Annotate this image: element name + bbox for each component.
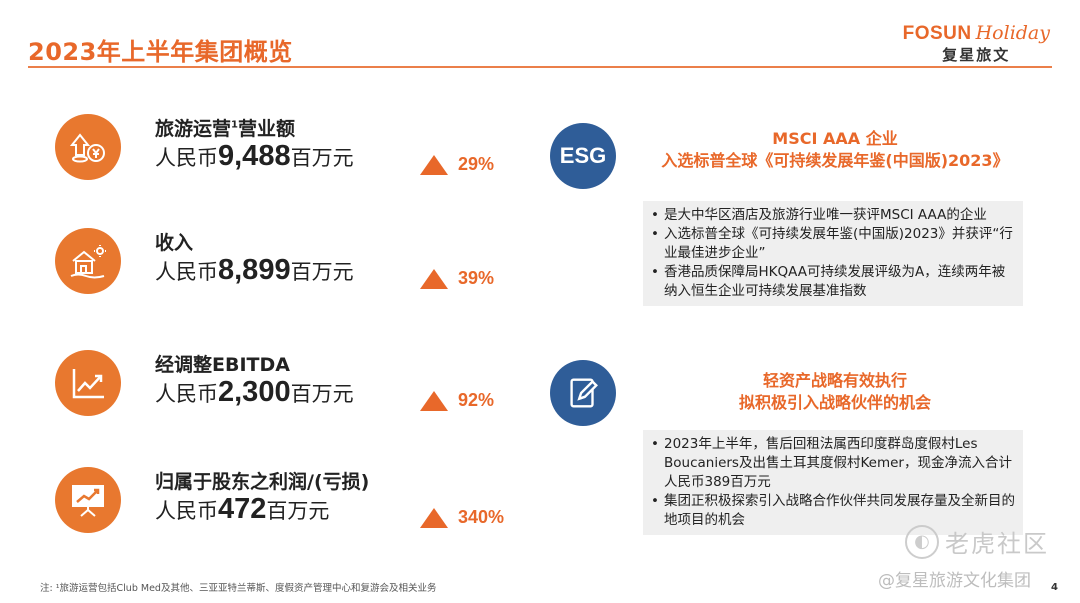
metric-tourism-revenue: 旅游运营1营业额 人民币9,488百万元 29% [55, 114, 525, 194]
metric-change: 39% [420, 268, 494, 289]
esg-bullet-box: 是大中华区酒店及旅游行业唯一获评MSCI AAA的企业 入选标普全球《可持续发展… [643, 201, 1023, 306]
metric-revenue: 收入 人民币8,899百万元 39% [55, 228, 525, 308]
footnote: 注: ¹旅游运营包括Club Med及其他、三亚亚特兰蒂斯、度假资产管理中心和复… [40, 583, 437, 594]
fosun-holiday-logo: FOSUN Holiday 复星旅文 [903, 22, 1050, 65]
list-item: 香港品质保障局HKQAA可持续发展评级为A，连续两年被纳入恒生企业可持续发展基准… [651, 263, 1015, 301]
page-title: 2023年上半年集团概览 [28, 38, 293, 66]
up-triangle-icon [420, 268, 448, 289]
metric-change: 29% [420, 154, 494, 175]
watermark-account: @复星旅游文化集团 [878, 571, 1031, 591]
metric-label: 经调整EBITDA [155, 354, 290, 376]
tiger-logo-icon: ◐ [905, 524, 939, 559]
list-item: 2023年上半年，售后回租法属西印度群岛度假村Les Boucaniers及出售… [651, 435, 1015, 492]
page-number: 4 [1051, 582, 1058, 593]
metric-change: 340% [420, 507, 504, 528]
metric-profit-attributable: 归属于股东之利润/(亏损) 人民币472百万元 340% [55, 467, 525, 547]
metric-value: 人民币9,488百万元 [155, 140, 354, 172]
presentation-board-icon [55, 467, 121, 533]
metric-value: 人民币2,300百万元 [155, 376, 354, 408]
logo-brand-cn: 复星旅文 [942, 46, 1011, 64]
list-item: 入选标普全球《可持续发展年鉴(中国版)2023》并获评“行业最佳进步企业” [651, 225, 1015, 263]
list-item: 是大中华区酒店及旅游行业唯一获评MSCI AAA的企业 [651, 206, 1015, 225]
metric-value: 人民币8,899百万元 [155, 254, 354, 286]
esg-heading: MSCI AAA 企业 入选标普全球《可持续发展年鉴(中国版)2023》 [661, 129, 1009, 170]
line-chart-icon [55, 350, 121, 416]
metric-label: 收入 [155, 232, 194, 254]
logo-brand-en: FOSUN [902, 23, 972, 44]
resort-house-icon [55, 228, 121, 294]
metric-adjusted-ebitda: 经调整EBITDA 人民币2,300百万元 92% [55, 350, 525, 430]
metric-label: 旅游运营1营业额 [155, 118, 295, 140]
title-divider [28, 66, 1052, 68]
logo-brand-script: Holiday [975, 22, 1050, 44]
watermark-community: ◐ 老虎社区 [905, 524, 1049, 559]
esg-icon: ESG [550, 123, 616, 189]
coins-growth-icon [55, 114, 121, 180]
metric-change: 92% [420, 390, 494, 411]
up-triangle-icon [420, 507, 448, 528]
strategy-heading: 轻资产战略有效执行 拟积极引入战略伙伴的机会 [738, 371, 931, 412]
up-triangle-icon [420, 390, 448, 411]
list-item: 集团正积极探索引入战略合作伙伴共同发展存量及全新目的地项目的机会 [651, 492, 1015, 530]
document-edit-icon [550, 360, 616, 426]
metric-label: 归属于股东之利润/(亏损) [155, 471, 370, 493]
metric-value: 人民币472百万元 [155, 493, 330, 525]
strategy-bullet-box: 2023年上半年，售后回租法属西印度群岛度假村Les Boucaniers及出售… [643, 430, 1023, 535]
up-triangle-icon [420, 154, 448, 175]
